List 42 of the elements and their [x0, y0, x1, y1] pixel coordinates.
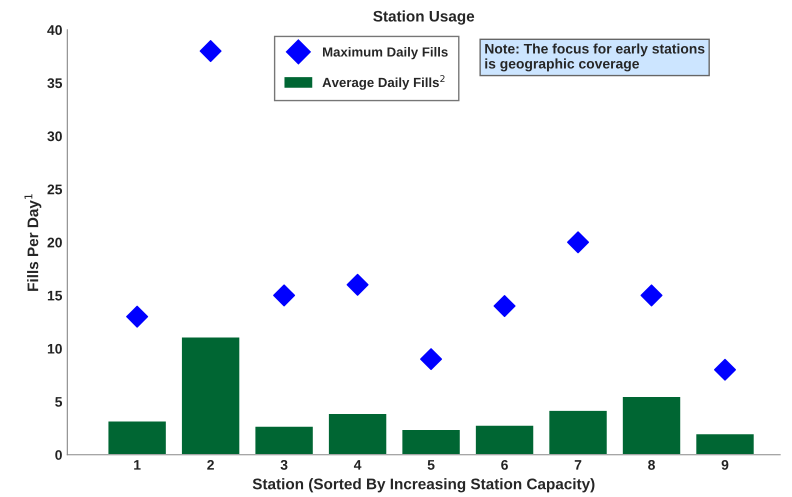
bar [327, 412, 388, 455]
x-tick-label: 8 [648, 460, 655, 470]
point [567, 231, 590, 254]
x-tick-label: 7 [574, 460, 582, 470]
bar [694, 432, 756, 455]
y-tick-label: 0 [55, 450, 62, 460]
chart-title: Station Usage [373, 10, 474, 25]
x-axis-title: Station (Sorted By Increasing Station Capacity) [252, 478, 594, 492]
x-tick-label: 3 [280, 460, 288, 470]
annotation: Note: The focus for early stations is geographic coverage [485, 43, 704, 72]
y-tick-label: 30 [47, 131, 62, 142]
x-tick-label: 6 [501, 460, 508, 470]
x-tick-label: 4 [354, 460, 362, 470]
x-tick-label: 2 [207, 460, 214, 470]
y-tick-label: 5 [55, 397, 62, 407]
y-tick-label: 10 [48, 344, 62, 354]
x-tick-label: 9 [722, 460, 728, 470]
point [200, 40, 222, 62]
bar [548, 409, 608, 455]
legend-label: Maximum Daily Fills [322, 46, 448, 60]
bar [180, 336, 241, 455]
y-tick-label: 25 [47, 184, 62, 194]
point [714, 358, 736, 381]
y-tick-label: 35 [47, 78, 62, 88]
bar [400, 428, 462, 455]
point [494, 295, 516, 318]
y-tick-label: 20 [47, 238, 62, 248]
point [346, 274, 369, 296]
legend-label: Average Daily Fills$^{2}$ [322, 75, 445, 90]
bar [621, 396, 682, 455]
bar [254, 425, 314, 455]
point [420, 348, 442, 370]
point [640, 284, 663, 306]
point [273, 284, 296, 306]
bar [474, 424, 535, 455]
x-tick-label: 1 [134, 460, 141, 470]
bar [107, 420, 168, 455]
x-tick-label: 5 [428, 460, 435, 470]
y-tick-label: 15 [48, 290, 62, 301]
y-tick-label: 40 [47, 25, 62, 35]
point [126, 306, 148, 328]
y-axis-title: Fills Per Day$^{1}$ [24, 194, 42, 291]
